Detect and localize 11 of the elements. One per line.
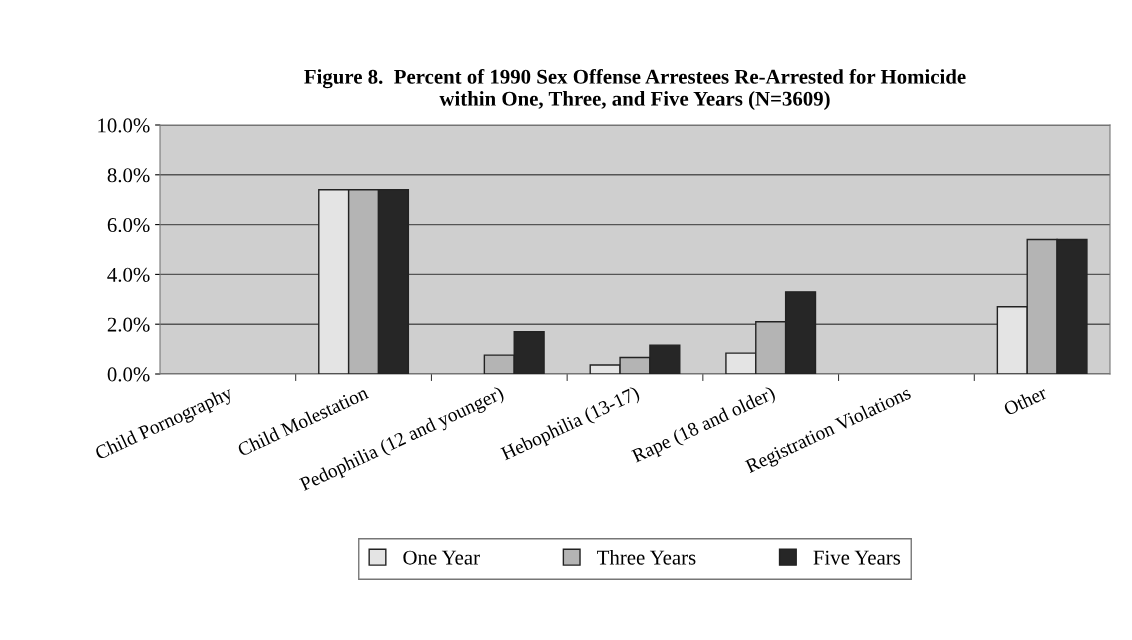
y-tick-label: 2.0% <box>107 317 150 332</box>
y-tick-label: 6.0% <box>107 217 150 233</box>
legend-label: One Year <box>403 550 480 565</box>
legend-label: Five Years <box>813 550 901 565</box>
x-tick-label: Other <box>1002 385 1048 416</box>
y-tick-label: 0.0% <box>107 367 150 382</box>
y-tick-label: 10.0% <box>98 118 150 133</box>
y-tick-label: 4.0% <box>107 267 150 282</box>
y-tick-label: 8.0% <box>107 168 150 183</box>
legend-label: Three Years <box>597 549 696 565</box>
chart-title: Figure 8. Percent of 1990 Sex Offense Arrestees Re-Arrested for Homicide within One, Three, and Five Years (N=3609) <box>304 68 966 110</box>
